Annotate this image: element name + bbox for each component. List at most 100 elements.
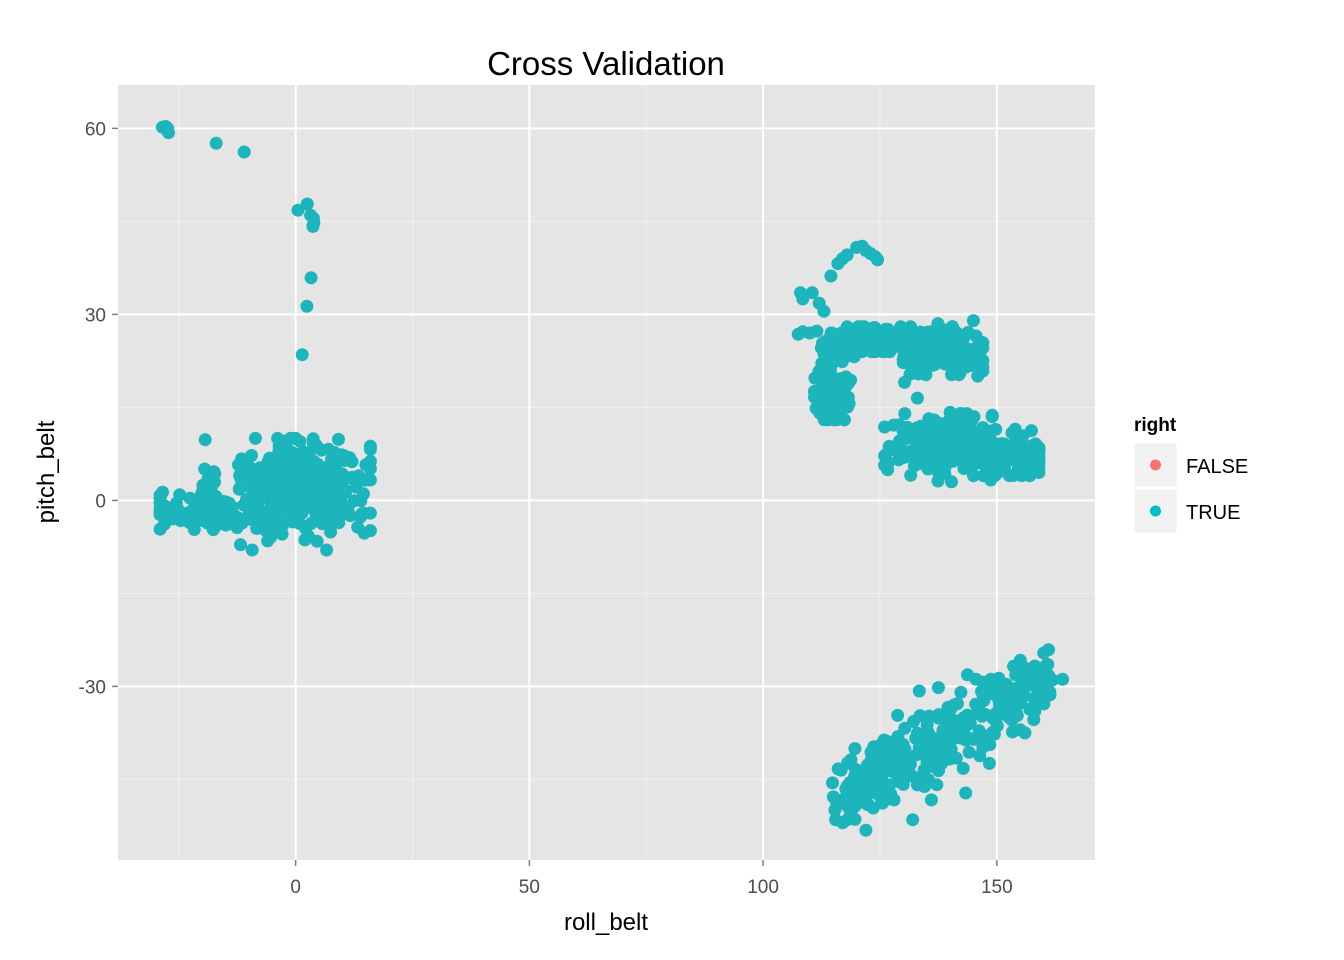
data-point xyxy=(300,299,314,313)
data-point xyxy=(156,485,169,499)
data-point xyxy=(196,493,210,507)
data-point xyxy=(841,756,855,770)
data-point xyxy=(976,740,990,754)
data-point xyxy=(318,481,332,495)
data-point xyxy=(295,506,309,520)
data-point xyxy=(896,352,910,366)
data-point xyxy=(883,342,897,356)
data-point xyxy=(957,462,971,475)
data-point xyxy=(954,685,968,699)
data-point xyxy=(929,426,943,440)
data-point xyxy=(334,448,348,462)
data-point xyxy=(273,492,287,506)
data-point xyxy=(1056,672,1070,686)
legend-label: TRUE xyxy=(1186,502,1240,524)
data-point xyxy=(931,681,945,695)
data-point xyxy=(1018,726,1032,740)
legend-swatch xyxy=(1150,459,1161,471)
data-point xyxy=(974,443,987,457)
data-point xyxy=(947,718,961,732)
data-point xyxy=(848,742,862,756)
data-point xyxy=(1009,703,1022,717)
data-point xyxy=(271,431,285,445)
data-point xyxy=(978,469,992,483)
data-point xyxy=(840,813,854,827)
data-point xyxy=(985,410,999,424)
legend: right FALSE TRUE xyxy=(1133,415,1248,534)
data-point xyxy=(1012,438,1026,452)
data-point xyxy=(959,786,973,800)
data-point xyxy=(351,520,365,534)
data-point xyxy=(893,765,907,779)
data-point xyxy=(349,480,363,494)
data-point xyxy=(1031,696,1045,710)
data-point xyxy=(949,444,963,458)
data-point xyxy=(911,444,925,458)
data-point xyxy=(933,735,947,749)
data-point xyxy=(282,444,296,457)
data-point xyxy=(953,407,967,421)
x-axis-title: roll_belt xyxy=(564,909,648,936)
data-point xyxy=(307,485,321,499)
data-point xyxy=(297,490,311,504)
data-point xyxy=(925,355,939,369)
data-point xyxy=(850,797,864,811)
data-point xyxy=(989,422,1003,436)
data-point xyxy=(306,219,320,233)
data-point xyxy=(1037,646,1051,660)
data-point xyxy=(896,748,910,762)
data-point xyxy=(1002,469,1016,483)
data-point xyxy=(960,708,974,722)
y-tick-label: 0 xyxy=(95,491,106,512)
data-point xyxy=(826,776,839,790)
data-point xyxy=(269,461,283,475)
data-point xyxy=(313,504,327,518)
data-point xyxy=(906,769,920,783)
data-point xyxy=(966,314,980,328)
data-point xyxy=(796,292,810,306)
data-point xyxy=(196,508,210,522)
data-point xyxy=(233,481,247,495)
y-tick-label: 30 xyxy=(85,305,106,326)
y-axis-ticks: -30 0 30 60 xyxy=(79,119,118,698)
data-point xyxy=(234,472,248,485)
data-point xyxy=(996,456,1010,470)
data-point xyxy=(857,769,871,783)
data-point xyxy=(232,458,245,472)
data-point xyxy=(153,506,167,520)
data-point xyxy=(287,480,301,494)
data-point xyxy=(962,745,976,759)
data-point xyxy=(817,304,831,318)
data-point xyxy=(363,524,377,538)
data-point xyxy=(933,329,947,342)
data-point xyxy=(896,341,910,355)
data-point xyxy=(834,326,848,340)
x-tick-label: 150 xyxy=(981,877,1013,898)
data-point xyxy=(900,420,914,434)
data-point xyxy=(248,431,262,445)
data-point xyxy=(975,709,989,723)
data-point xyxy=(830,413,844,427)
data-point xyxy=(245,543,259,557)
data-point xyxy=(887,793,901,807)
x-tick-label: 50 xyxy=(519,877,540,898)
data-point xyxy=(981,729,994,743)
data-point xyxy=(298,533,312,547)
data-point xyxy=(947,698,961,712)
data-point xyxy=(210,499,223,513)
data-point xyxy=(974,353,988,366)
data-point xyxy=(162,126,175,140)
data-point xyxy=(304,271,318,285)
data-point xyxy=(322,469,336,483)
data-point xyxy=(209,136,223,150)
data-point xyxy=(339,485,353,499)
data-point xyxy=(363,442,377,456)
data-points xyxy=(153,120,1070,837)
data-point xyxy=(948,356,962,370)
data-point xyxy=(898,407,912,421)
data-point xyxy=(198,462,212,476)
legend-items: FALSE TRUE xyxy=(1133,442,1248,534)
data-point xyxy=(1032,453,1046,466)
data-point xyxy=(266,501,280,515)
data-point xyxy=(871,253,885,267)
